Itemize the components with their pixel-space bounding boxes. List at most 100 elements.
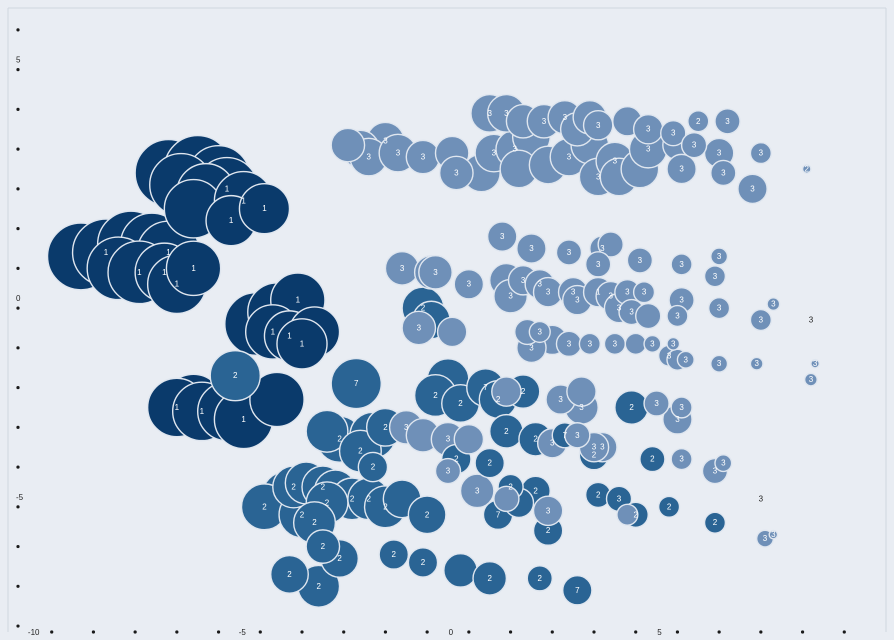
x-tick-label: -5 bbox=[239, 628, 247, 637]
y-tick-mark bbox=[16, 624, 20, 628]
bubble-point bbox=[639, 445, 666, 473]
x-tick-label: -10 bbox=[28, 628, 40, 637]
bubble-point bbox=[670, 447, 693, 471]
bubble-point bbox=[714, 108, 741, 135]
y-tick-label: -5 bbox=[16, 493, 24, 502]
bubble-point bbox=[810, 358, 820, 369]
bubble-point bbox=[603, 332, 626, 355]
bubble-point bbox=[434, 457, 462, 485]
bubble-point bbox=[165, 240, 222, 297]
bubble-point bbox=[486, 221, 518, 252]
bubble-point bbox=[407, 547, 439, 578]
bubble-point bbox=[660, 119, 687, 147]
bubble-point bbox=[676, 350, 695, 369]
bubble-point bbox=[453, 268, 485, 300]
bubble-point bbox=[626, 247, 654, 274]
bubble-point bbox=[443, 553, 478, 588]
y-tick-mark bbox=[16, 107, 20, 111]
bubble-point bbox=[566, 376, 597, 407]
bubble-point bbox=[305, 529, 341, 564]
x-tick-mark bbox=[550, 630, 554, 634]
bubble-point bbox=[555, 239, 583, 266]
y-tick-label: 5 bbox=[16, 56, 21, 65]
bubble-point bbox=[632, 281, 656, 304]
bubble-point bbox=[384, 250, 420, 286]
bubble-point bbox=[710, 159, 737, 187]
x-tick-mark bbox=[133, 630, 137, 634]
y-tick-mark bbox=[16, 187, 20, 191]
x-tick-mark bbox=[300, 630, 304, 634]
bubble-point bbox=[330, 357, 382, 410]
bubble-point bbox=[555, 330, 583, 358]
bubbles-layer bbox=[46, 93, 820, 608]
x-tick-mark bbox=[759, 630, 763, 634]
x-tick-mark bbox=[258, 630, 262, 634]
bubble-point bbox=[418, 254, 453, 290]
y-tick-label: 0 bbox=[16, 294, 21, 303]
bubble-point bbox=[708, 296, 731, 320]
y-tick-mark bbox=[16, 346, 20, 350]
bubble-point bbox=[493, 485, 520, 513]
bubble-point bbox=[270, 554, 309, 594]
bubble-point bbox=[582, 109, 614, 141]
x-tick-mark bbox=[467, 630, 471, 634]
bubble-point bbox=[436, 316, 468, 348]
bubble-point bbox=[643, 390, 670, 417]
y-tick-mark bbox=[16, 465, 20, 469]
x-tick-mark bbox=[842, 630, 846, 634]
bubble-point bbox=[624, 332, 647, 355]
bubble-point bbox=[687, 110, 710, 133]
bubble-point bbox=[357, 451, 389, 483]
x-tick-mark bbox=[717, 630, 721, 634]
bubble-point bbox=[472, 560, 508, 596]
bubble-point bbox=[703, 511, 727, 534]
y-axis: 5 0 -5 bbox=[16, 28, 24, 628]
bubble-point bbox=[401, 310, 437, 346]
x-tick-mark bbox=[425, 630, 429, 634]
bubble-point bbox=[276, 318, 328, 370]
bubble-point bbox=[438, 155, 474, 191]
y-tick-mark bbox=[16, 28, 20, 32]
bubble-point bbox=[616, 503, 639, 526]
bubble-point bbox=[766, 297, 781, 312]
x-tick-mark bbox=[91, 630, 96, 634]
bubble-point bbox=[305, 409, 349, 453]
bubble-point bbox=[528, 320, 551, 344]
bubble-point bbox=[710, 354, 729, 373]
y-tick-mark bbox=[16, 226, 20, 231]
bubble-point bbox=[614, 390, 649, 425]
bubble-point bbox=[330, 127, 366, 163]
bubble-point bbox=[670, 253, 693, 276]
x-tick-mark bbox=[383, 630, 388, 634]
y-tick-mark bbox=[16, 584, 20, 588]
x-tick-mark bbox=[675, 630, 680, 634]
x-tick-mark bbox=[50, 630, 54, 634]
bubble-point bbox=[803, 372, 818, 387]
bubble-point bbox=[680, 131, 708, 159]
bubble-point bbox=[737, 173, 768, 205]
bubble-point bbox=[526, 565, 553, 592]
y-tick-mark bbox=[16, 385, 20, 390]
bubble-point bbox=[666, 153, 697, 185]
x-tick-mark bbox=[508, 630, 513, 634]
bubble-point bbox=[238, 182, 291, 235]
bubble-point bbox=[749, 356, 764, 371]
bubble-point bbox=[516, 233, 547, 264]
bubble-point bbox=[666, 304, 689, 328]
x-tick-mark bbox=[342, 630, 346, 634]
y-tick-mark bbox=[16, 147, 20, 151]
bubble-point bbox=[474, 447, 506, 479]
bubble-point bbox=[666, 336, 681, 351]
bubble-point bbox=[749, 308, 772, 332]
bubble-point bbox=[459, 473, 495, 509]
bubble-point bbox=[670, 396, 693, 419]
bubble-point bbox=[657, 495, 681, 518]
bubble-point bbox=[578, 332, 601, 355]
bubble-point bbox=[703, 265, 727, 288]
x-tick-label: 0 bbox=[449, 628, 454, 637]
bubble-point bbox=[801, 164, 812, 174]
bubble-point bbox=[635, 302, 662, 330]
y-tick-mark bbox=[16, 68, 20, 72]
y-tick-mark bbox=[16, 266, 20, 270]
